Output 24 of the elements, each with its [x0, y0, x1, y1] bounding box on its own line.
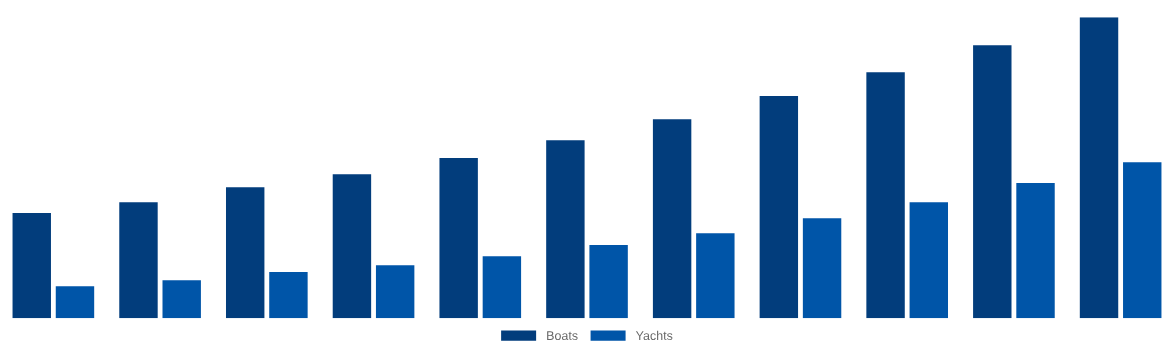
bar [12, 213, 51, 319]
bar [482, 256, 522, 319]
bar [652, 119, 692, 319]
legend-label: Yachts [635, 330, 673, 341]
bar [589, 245, 628, 319]
bar [909, 202, 948, 319]
bar [696, 233, 735, 319]
bar [439, 158, 478, 319]
bar [375, 265, 415, 319]
bar [866, 72, 905, 319]
bar [1016, 183, 1055, 319]
bar [225, 187, 265, 319]
bar [162, 280, 201, 319]
bar [759, 96, 799, 319]
bar [332, 174, 372, 319]
bar [546, 140, 585, 319]
bar [269, 272, 308, 319]
bar [119, 202, 158, 319]
legend-label: Boats [547, 331, 578, 341]
bar [973, 45, 1012, 319]
bar [55, 286, 95, 319]
bar [1079, 17, 1119, 319]
bar [1123, 162, 1162, 319]
bar [802, 218, 842, 319]
